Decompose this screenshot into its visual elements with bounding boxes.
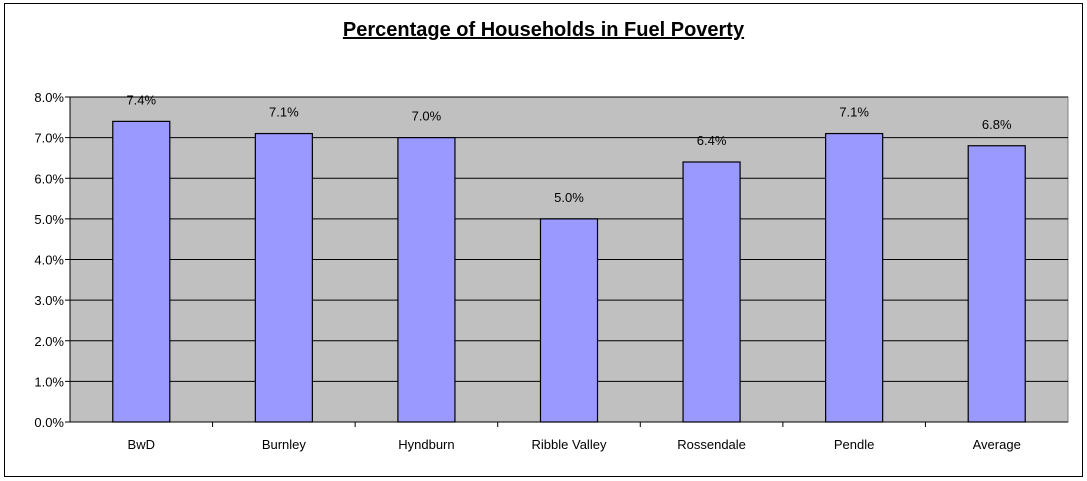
x-tick-label: BwD (128, 437, 155, 452)
data-label: 7.4% (126, 92, 156, 107)
bar (967, 145, 1026, 423)
data-label: 7.1% (839, 105, 869, 120)
x-tick-label: Average (973, 437, 1021, 452)
x-tick-label: Pendle (834, 437, 874, 452)
data-label: 6.8% (982, 117, 1012, 132)
data-label: 7.1% (269, 105, 299, 120)
y-tick-label: 0.0% (34, 415, 64, 430)
bar (254, 132, 313, 423)
x-tick-label: Hyndburn (398, 437, 454, 452)
bar (539, 218, 599, 423)
bar (825, 132, 884, 423)
data-label: 6.4% (697, 133, 727, 148)
y-tick-label: 6.0% (34, 171, 64, 186)
x-tick-label: Rossendale (677, 437, 746, 452)
y-tick-label: 3.0% (34, 293, 64, 308)
y-tick-label: 1.0% (34, 374, 64, 389)
y-tick-label: 2.0% (34, 334, 64, 349)
y-tick-label: 7.0% (34, 131, 64, 146)
bar (397, 137, 456, 423)
bar (112, 120, 171, 423)
x-tick-label: Ribble Valley (532, 437, 607, 452)
y-tick-label: 4.0% (34, 253, 64, 268)
chart-title: Percentage of Households in Fuel Poverty (342, 19, 745, 41)
data-label: 5.0% (554, 190, 584, 205)
y-tick-label: 8.0% (34, 90, 64, 105)
y-tick-label: 5.0% (34, 212, 64, 227)
bar (682, 161, 741, 423)
data-label: 7.0% (412, 109, 442, 124)
x-tick-label: Burnley (262, 437, 307, 452)
